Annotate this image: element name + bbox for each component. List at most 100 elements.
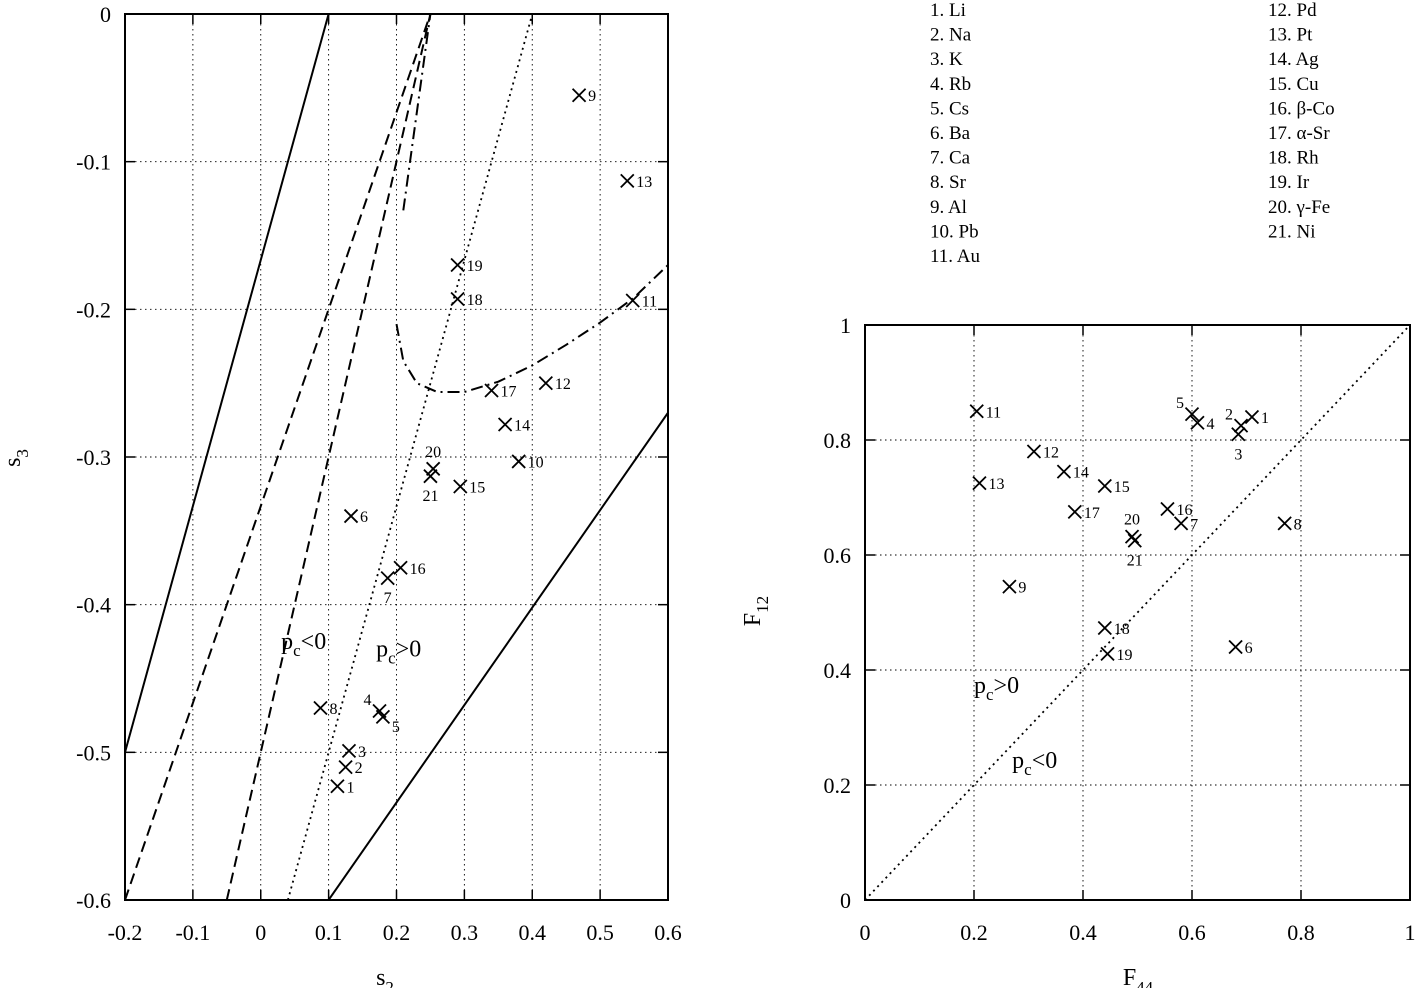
legend-entry: 12. Pd (1268, 0, 1317, 21)
point-marker-20 (1124, 529, 1140, 544)
line-solid-0 (125, 14, 330, 753)
region-label-0: pc<0 (281, 629, 326, 660)
x-tick-label: -0.1 (175, 920, 210, 945)
point-label-17: 17 (501, 384, 517, 401)
point-marker-21 (1127, 533, 1142, 548)
legend-entry: 2. Na (930, 25, 972, 46)
point-label-10: 10 (528, 454, 544, 471)
point-label-9: 9 (1018, 580, 1026, 597)
point-marker-19 (1100, 646, 1115, 662)
legend-entry: 1. Li (930, 0, 966, 21)
x-tick-label: 0.5 (586, 920, 614, 945)
point-marker-19 (450, 257, 465, 273)
x-axis-title: s2 (376, 965, 394, 988)
point-marker-9 (1002, 579, 1017, 594)
point-label-9: 9 (588, 88, 596, 105)
line-dashed-3 (225, 14, 432, 900)
point-label-1: 1 (346, 779, 354, 796)
point-label-19: 19 (1117, 647, 1133, 664)
point-label-16: 16 (1176, 502, 1192, 519)
point-label-14: 14 (1073, 465, 1089, 482)
line-dashdot-6 (395, 264, 668, 393)
point-marker-14 (497, 417, 513, 432)
point-label-4: 4 (364, 692, 372, 709)
y-axis-title: s3 (0, 449, 32, 467)
legend-entry: 10. Pb (930, 221, 979, 242)
point-marker-4 (1190, 415, 1205, 430)
plot-frame (864, 324, 1411, 901)
y-tick-label: -0.4 (76, 593, 111, 618)
chart-s2-s3: -0.2 -0.1 0 0.1 0.2 0.3 0.4 0.5 0.6 0 -0.1 -0.2 -0.3… (0, 2, 682, 988)
point-label-8: 8 (1294, 516, 1302, 533)
point-label-20: 20 (425, 444, 441, 461)
point-label-8: 8 (329, 701, 337, 718)
point-label-7: 7 (384, 590, 392, 607)
point-label-11: 11 (986, 404, 1001, 421)
point-marker-18 (1097, 620, 1112, 636)
point-marker-13 (972, 475, 987, 491)
x-tick-label: 0 (255, 920, 266, 945)
point-marker-15 (453, 479, 468, 494)
point-label-5: 5 (1176, 395, 1184, 412)
y-tick-label: -0.3 (76, 445, 111, 470)
point-marker-6 (1228, 639, 1243, 655)
point-marker-20 (426, 461, 441, 476)
line-solid-1 (327, 412, 668, 900)
y-tick-label: -0.6 (76, 888, 111, 913)
point-label-21: 21 (1127, 553, 1143, 570)
point-marker-1 (1244, 409, 1260, 425)
legend-entry: 19. Ir (1268, 172, 1310, 193)
point-label-1: 1 (1261, 410, 1269, 427)
point-marker-7 (380, 570, 395, 586)
y-tick-label: 0.4 (824, 658, 852, 683)
legend-entry: 11. Au (930, 246, 980, 267)
legend-entry: 13. Pt (1268, 25, 1313, 46)
point-label-11: 11 (642, 293, 657, 310)
legend-entry: 4. Rb (930, 74, 971, 95)
legend-entry: 6. Ba (930, 123, 971, 144)
legend-entry: 3. K (930, 49, 963, 70)
point-label-3: 3 (358, 744, 366, 761)
point-marker-1 (330, 779, 345, 794)
point-marker-13 (620, 173, 635, 188)
legend-entry: 7. Ca (930, 148, 971, 169)
point-label-21: 21 (422, 488, 438, 505)
y-tick-label: 1 (840, 313, 851, 338)
point-marker-17 (1067, 504, 1082, 520)
line-dashed-2 (125, 14, 432, 900)
legend-entry: 5. Cs (930, 98, 969, 119)
point-label-18: 18 (467, 292, 483, 309)
x-tick-label: -0.2 (108, 920, 143, 945)
point-marker-15 (1097, 478, 1112, 494)
boundary-lines (865, 325, 1410, 900)
legend-entry: 17. α-Sr (1268, 123, 1330, 144)
point-label-2: 2 (355, 760, 363, 777)
x-tick-label: 0.4 (519, 920, 547, 945)
point-label-4: 4 (1206, 416, 1214, 433)
point-marker-16 (1160, 501, 1175, 517)
legend-entry: 15. Cu (1268, 74, 1319, 95)
point-marker-16 (393, 560, 408, 575)
point-label-18: 18 (1114, 621, 1130, 638)
y-tick-label: -0.2 (76, 297, 111, 322)
point-label-12: 12 (1043, 445, 1059, 462)
x-tick-label: 0.3 (451, 920, 479, 945)
legend-entry: 20. γ-Fe (1268, 197, 1330, 218)
point-label-15: 15 (1114, 479, 1130, 496)
point-marker-21 (423, 469, 438, 484)
point-marker-12 (538, 376, 553, 391)
point-marker-2 (338, 759, 353, 775)
point-label-15: 15 (469, 480, 485, 497)
point-marker-11 (625, 293, 640, 308)
line-dotted-0 (865, 325, 1410, 900)
point-marker-11 (969, 404, 984, 419)
x-tick-label: 1 (1405, 920, 1416, 945)
point-marker-12 (1026, 444, 1042, 459)
point-marker-5 (1184, 406, 1200, 422)
point-label-13: 13 (988, 476, 1004, 493)
point-marker-5 (375, 709, 391, 725)
region-label-0: pc>0 (974, 673, 1019, 704)
legend-entry: 9. Al (930, 197, 967, 218)
